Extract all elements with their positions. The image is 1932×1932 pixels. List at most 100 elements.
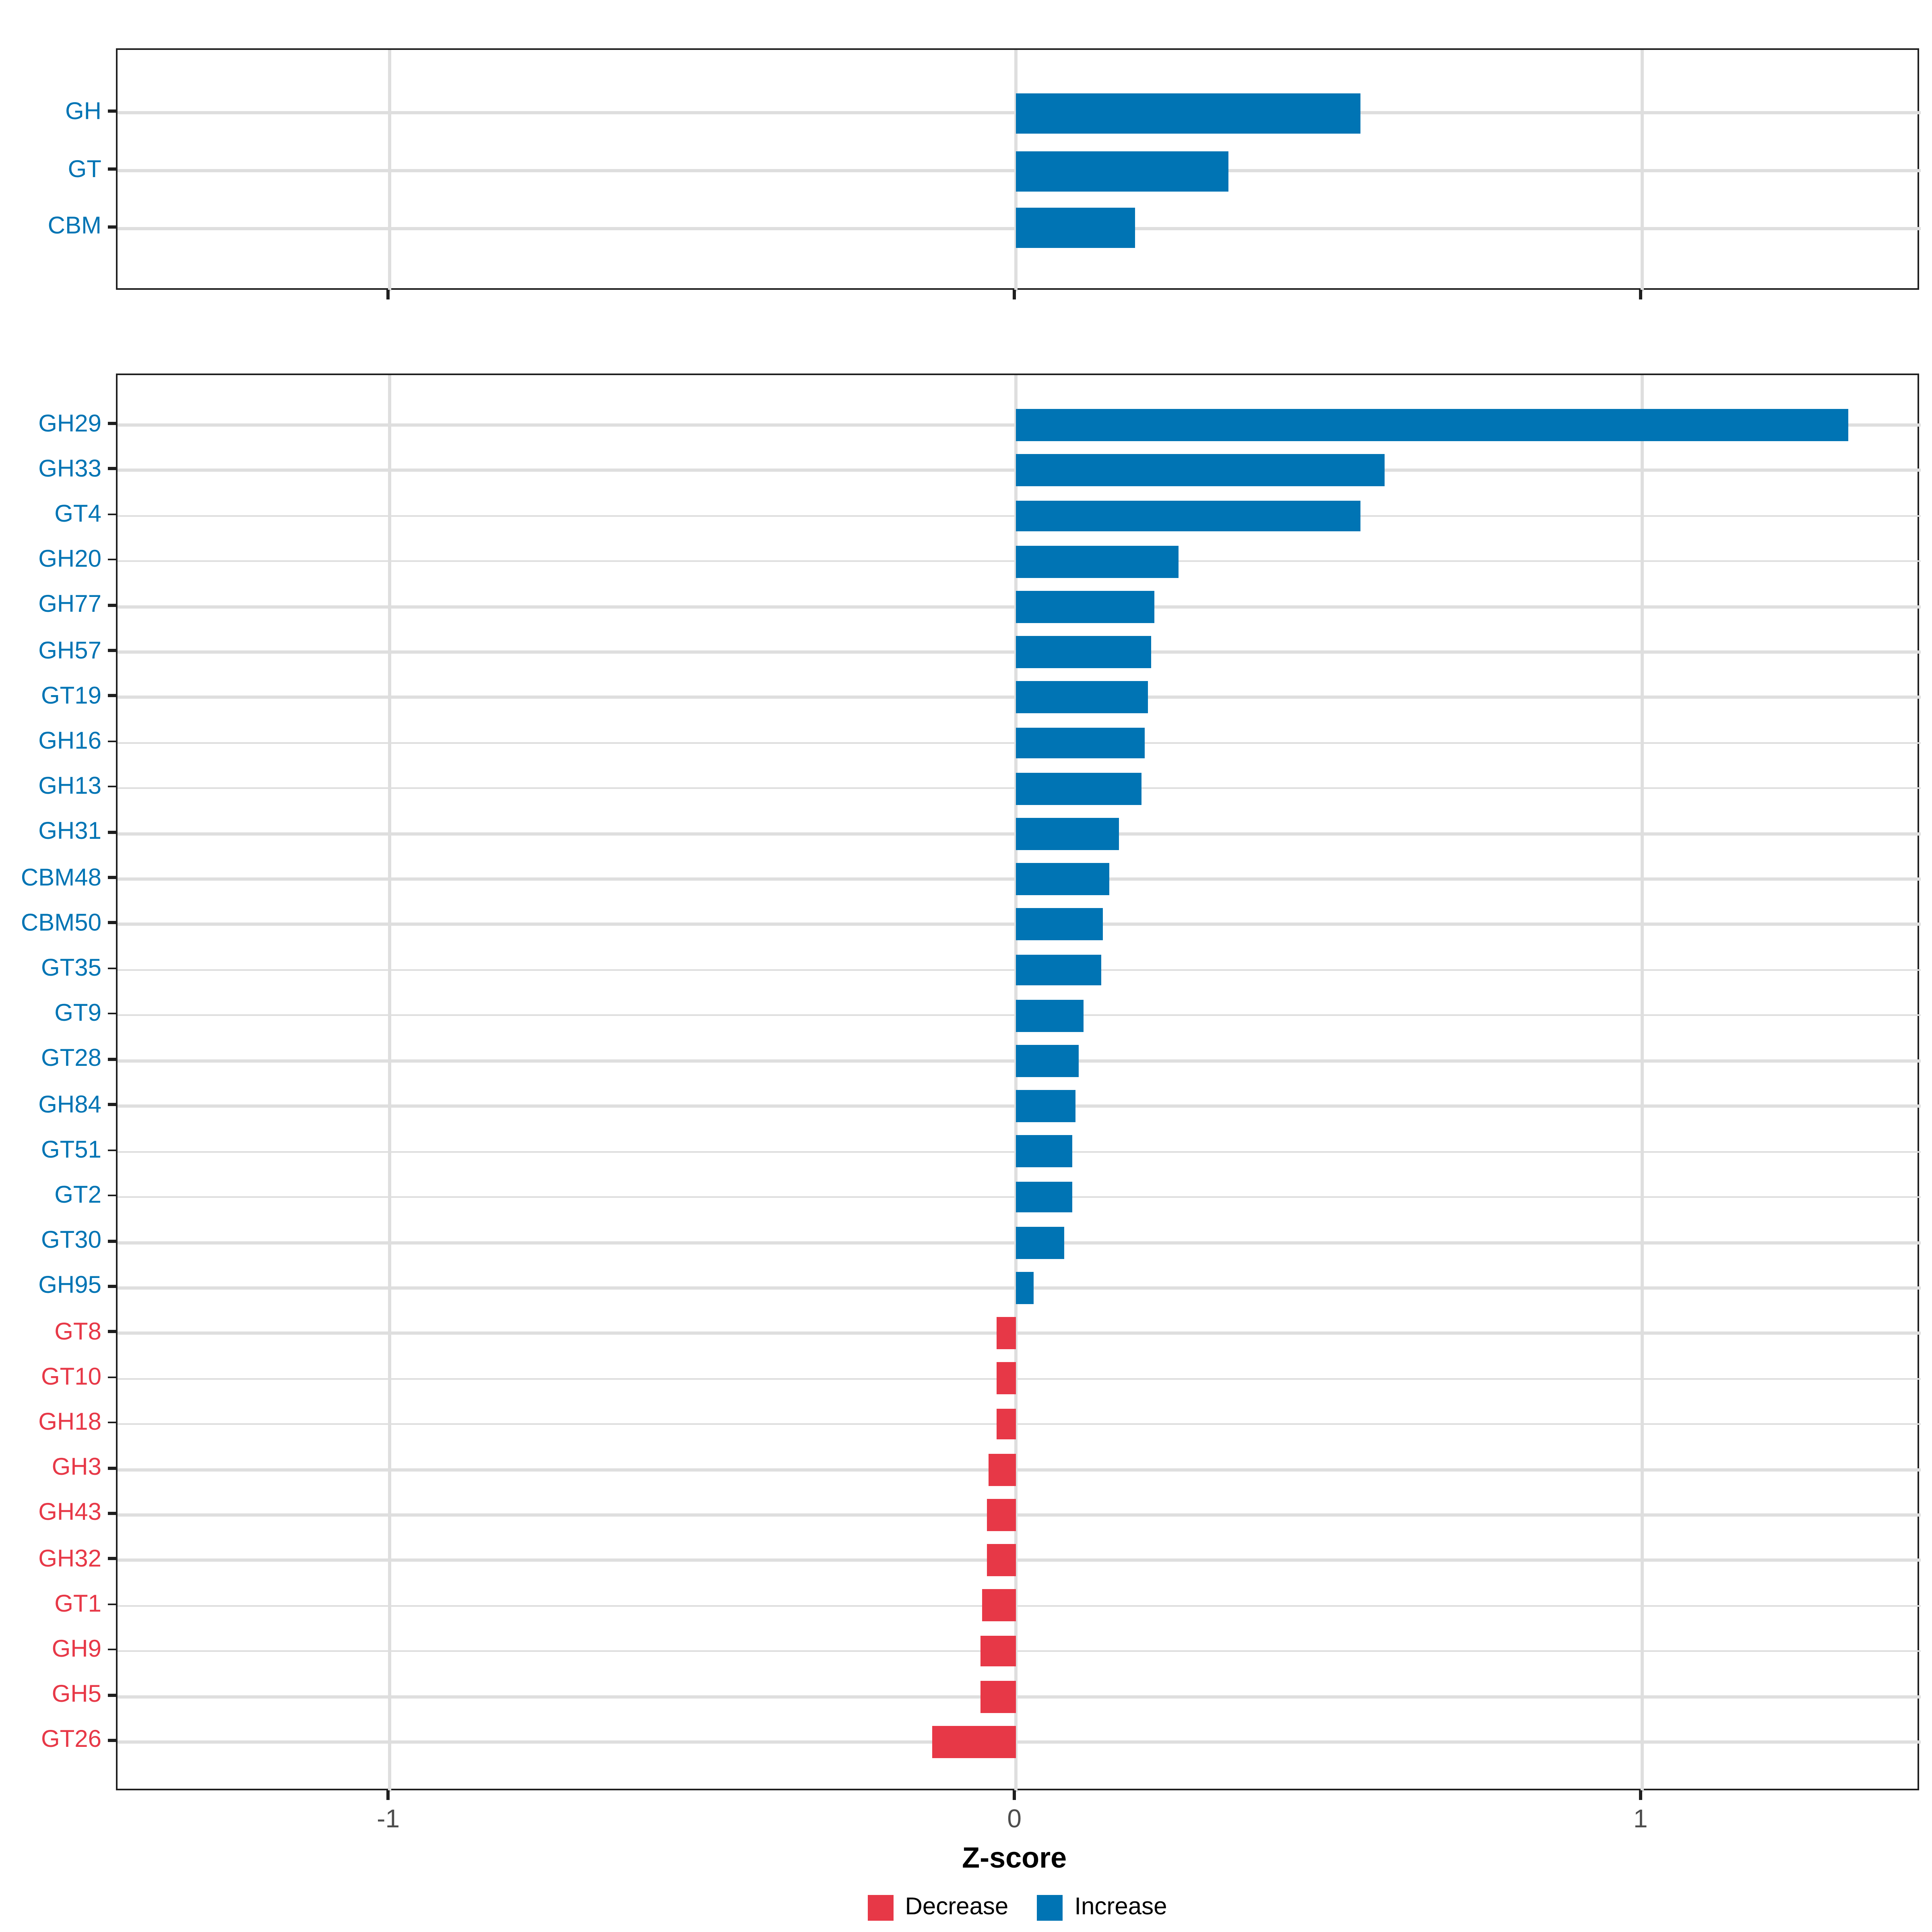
bar (1016, 1045, 1079, 1077)
legend-item-decrease: Decrease (868, 1893, 1009, 1921)
decrease-swatch-icon (868, 1894, 894, 1920)
gridline-row (118, 1332, 1921, 1335)
y-label: GT8 (54, 1318, 101, 1346)
gridline-row (118, 1650, 1921, 1653)
y-tick (108, 1149, 116, 1152)
y-tick (108, 604, 116, 607)
y-label: GT28 (41, 1045, 101, 1073)
y-label: GH5 (52, 1681, 101, 1709)
bar (1016, 1090, 1075, 1122)
y-label: GT4 (54, 500, 101, 528)
x-tick (1013, 290, 1016, 299)
y-tick (108, 1194, 116, 1197)
bar (1016, 954, 1102, 986)
bar (1016, 545, 1179, 577)
legend-label-decrease: Decrease (905, 1893, 1009, 1921)
y-label: GH20 (38, 546, 101, 574)
y-label: GH (65, 98, 101, 126)
bar (1016, 151, 1229, 191)
y-tick (108, 422, 116, 425)
y-label: GH3 (52, 1454, 101, 1482)
x-tick (1639, 290, 1642, 299)
y-label: GT (68, 155, 101, 183)
bar (1016, 1135, 1073, 1168)
y-label: GH32 (38, 1545, 101, 1573)
bar (1016, 1272, 1034, 1304)
y-tick (108, 1376, 116, 1379)
bar (1016, 1226, 1065, 1259)
y-tick (108, 1557, 116, 1560)
x-tick (1013, 1790, 1016, 1800)
y-label: GT9 (54, 1000, 101, 1028)
y-tick (108, 1103, 116, 1106)
y-label: GH33 (38, 455, 101, 483)
summary-panel (116, 48, 1921, 291)
legend: Decrease Increase (116, 1893, 1919, 1921)
x-tick-label: 0 (1007, 1806, 1022, 1834)
x-axis-title: Z-score (962, 1842, 1067, 1874)
y-label: GT26 (41, 1726, 101, 1754)
bar (1016, 727, 1145, 759)
bar (988, 1453, 1016, 1486)
y-tick (108, 1330, 116, 1333)
gridline-row (118, 1604, 1921, 1607)
bar (1016, 500, 1360, 532)
y-label: GT2 (54, 1182, 101, 1209)
x-tick-label: -1 (377, 1806, 400, 1834)
bar (1016, 818, 1119, 850)
y-label: GT10 (41, 1363, 101, 1391)
bar (1016, 863, 1109, 895)
y-tick (108, 1512, 116, 1515)
gridline-row (118, 1695, 1921, 1698)
y-label: GH57 (38, 637, 101, 665)
gridline-row (118, 1559, 1921, 1562)
families-panel (116, 374, 1921, 1792)
y-label: GT1 (54, 1590, 101, 1618)
bar (1016, 1181, 1072, 1213)
legend-label-increase: Increase (1074, 1893, 1167, 1921)
bar (980, 1680, 1016, 1713)
gridline-row (118, 1468, 1921, 1471)
bar (1016, 772, 1141, 805)
bar (981, 1589, 1016, 1622)
bar (1016, 208, 1135, 248)
y-tick (108, 740, 116, 743)
bar (987, 1499, 1016, 1531)
y-label: GH29 (38, 410, 101, 438)
y-label: GH13 (38, 773, 101, 801)
y-label: GH84 (38, 1091, 101, 1119)
y-tick (108, 1603, 116, 1606)
gridline-row (118, 1740, 1921, 1744)
bar (1016, 409, 1849, 441)
y-label: GT19 (41, 682, 101, 710)
y-tick (108, 467, 116, 471)
gridline-row (118, 1422, 1921, 1426)
bar (996, 1408, 1016, 1440)
bar (1016, 636, 1151, 668)
y-label: GT30 (41, 1227, 101, 1255)
bar (1016, 681, 1148, 714)
y-tick (108, 694, 116, 698)
gridline-row (118, 1513, 1921, 1516)
y-tick (108, 1285, 116, 1288)
y-label: GH9 (52, 1636, 101, 1664)
y-tick (108, 1012, 116, 1015)
bar (981, 1635, 1016, 1667)
y-tick (108, 1421, 116, 1424)
y-label: CBM48 (21, 864, 101, 892)
x-tick (387, 1790, 390, 1800)
y-tick (108, 649, 116, 652)
bar (931, 1726, 1016, 1758)
gridline-x1 (1641, 375, 1643, 1792)
increase-swatch-icon (1037, 1894, 1063, 1920)
y-tick (108, 225, 116, 228)
y-tick (108, 876, 116, 879)
y-label: CBM50 (21, 909, 101, 937)
y-label: GH31 (38, 818, 101, 846)
legend-item-increase: Increase (1037, 1893, 1167, 1921)
bar (987, 1544, 1016, 1577)
y-tick (108, 513, 116, 516)
y-tick (108, 1739, 116, 1742)
y-label: GT51 (41, 1136, 101, 1164)
